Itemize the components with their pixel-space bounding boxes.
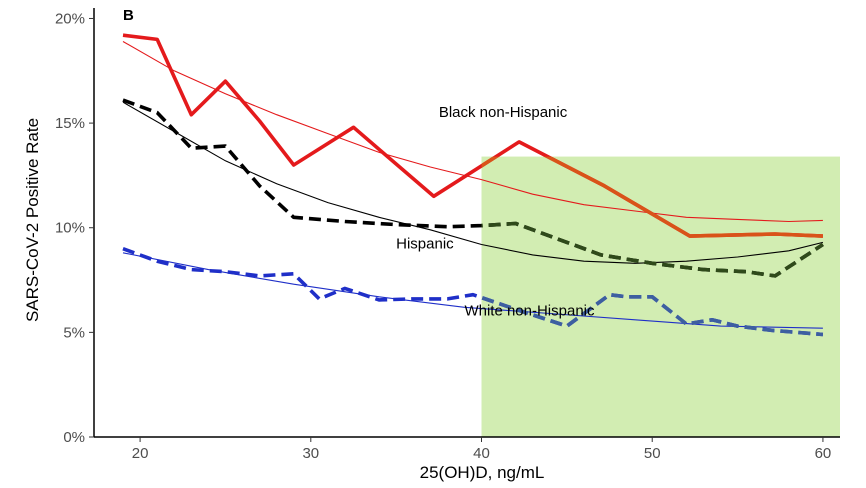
- y-tick-label: 15%: [55, 115, 85, 132]
- y-tick-label: 20%: [55, 10, 85, 27]
- axes-layer: 20 30 40 50 60 0% 5% 10% 15% 20%: [55, 8, 840, 462]
- shaded-region: [481, 156, 840, 437]
- y-tick-label: 5%: [63, 324, 85, 341]
- labels-layer: Black non-Hispanic Hispanic White non-Hisp…: [396, 104, 595, 320]
- shaded-region-layer: [481, 156, 840, 437]
- series-label-hispanic: Hispanic: [396, 236, 454, 253]
- x-tick-label: 20: [132, 445, 149, 462]
- series-lines-layer: [122, 33, 824, 337]
- observed-line-shaded-black-non-hispanic: [481, 156, 823, 238]
- x-tick-label: 50: [644, 445, 661, 462]
- x-axis-title: 25(OH)D, ng/mL: [420, 463, 545, 482]
- x-tick-label: 30: [302, 445, 319, 462]
- x-tick-label: 60: [815, 445, 832, 462]
- observed-line-shaded-hispanic: [481, 221, 824, 278]
- panel-label: B: [123, 7, 134, 24]
- observed-line-shaded-white-non-hispanic: [481, 292, 824, 337]
- x-tick-label: 40: [473, 445, 490, 462]
- series-label-white-non-hispanic: White non-Hispanic: [464, 303, 595, 320]
- series-label-black-non-hispanic: Black non-Hispanic: [439, 104, 568, 121]
- y-axis-title: SARS-CoV-2 Positive Rate: [23, 118, 42, 322]
- y-tick-label: 0%: [63, 429, 85, 446]
- y-tick-label: 10%: [55, 220, 85, 237]
